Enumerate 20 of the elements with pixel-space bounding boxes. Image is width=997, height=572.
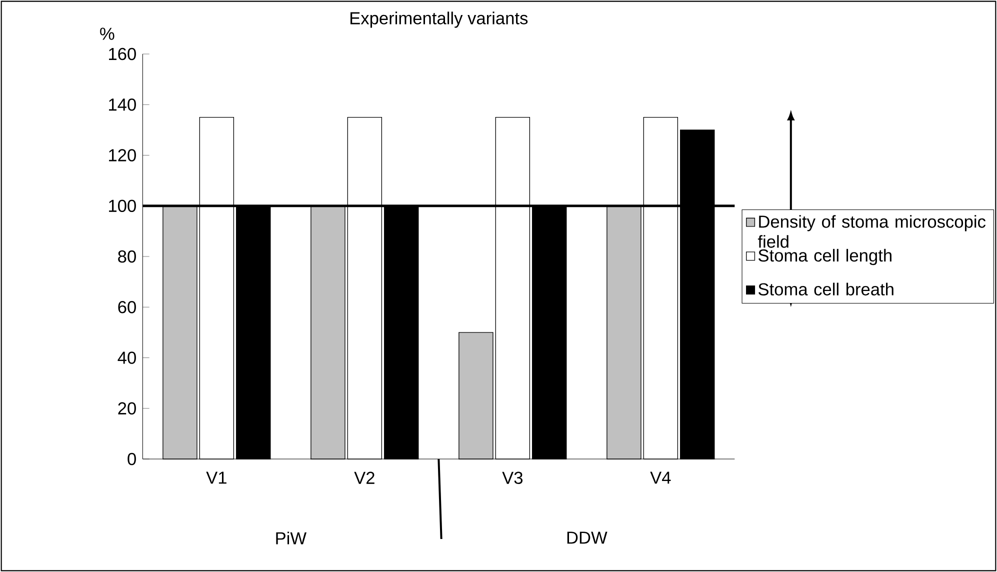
- text: PiW: [276, 532, 306, 544]
- y-tick-label: 80: [118, 250, 136, 263]
- y-tick-label: 40: [118, 352, 136, 364]
- y-tick-label: 0: [128, 452, 136, 466]
- legend-label: Density of stoma microscopic field: [758, 215, 986, 248]
- y-tick-label: 60: [118, 300, 136, 314]
- y-tick-label: 20: [118, 402, 136, 415]
- x-tick-label: V4: [650, 472, 671, 484]
- y-tick-label: 120: [109, 149, 136, 162]
- x-tick-label: V1: [206, 472, 226, 484]
- y-tick-label: 160: [109, 48, 136, 60]
- chart-title: Experimentally variants: [350, 12, 528, 28]
- legend-label: Stoma cell breath: [758, 282, 894, 296]
- y-axis-title: %: [100, 28, 114, 40]
- text: DDW: [567, 532, 608, 544]
- y-tick-label: 140: [109, 98, 136, 111]
- legend-label: Stoma cell length: [758, 248, 892, 266]
- x-tick-label: V3: [502, 472, 523, 484]
- x-tick-label: V2: [354, 472, 374, 484]
- y-tick-label: 100: [109, 200, 136, 212]
